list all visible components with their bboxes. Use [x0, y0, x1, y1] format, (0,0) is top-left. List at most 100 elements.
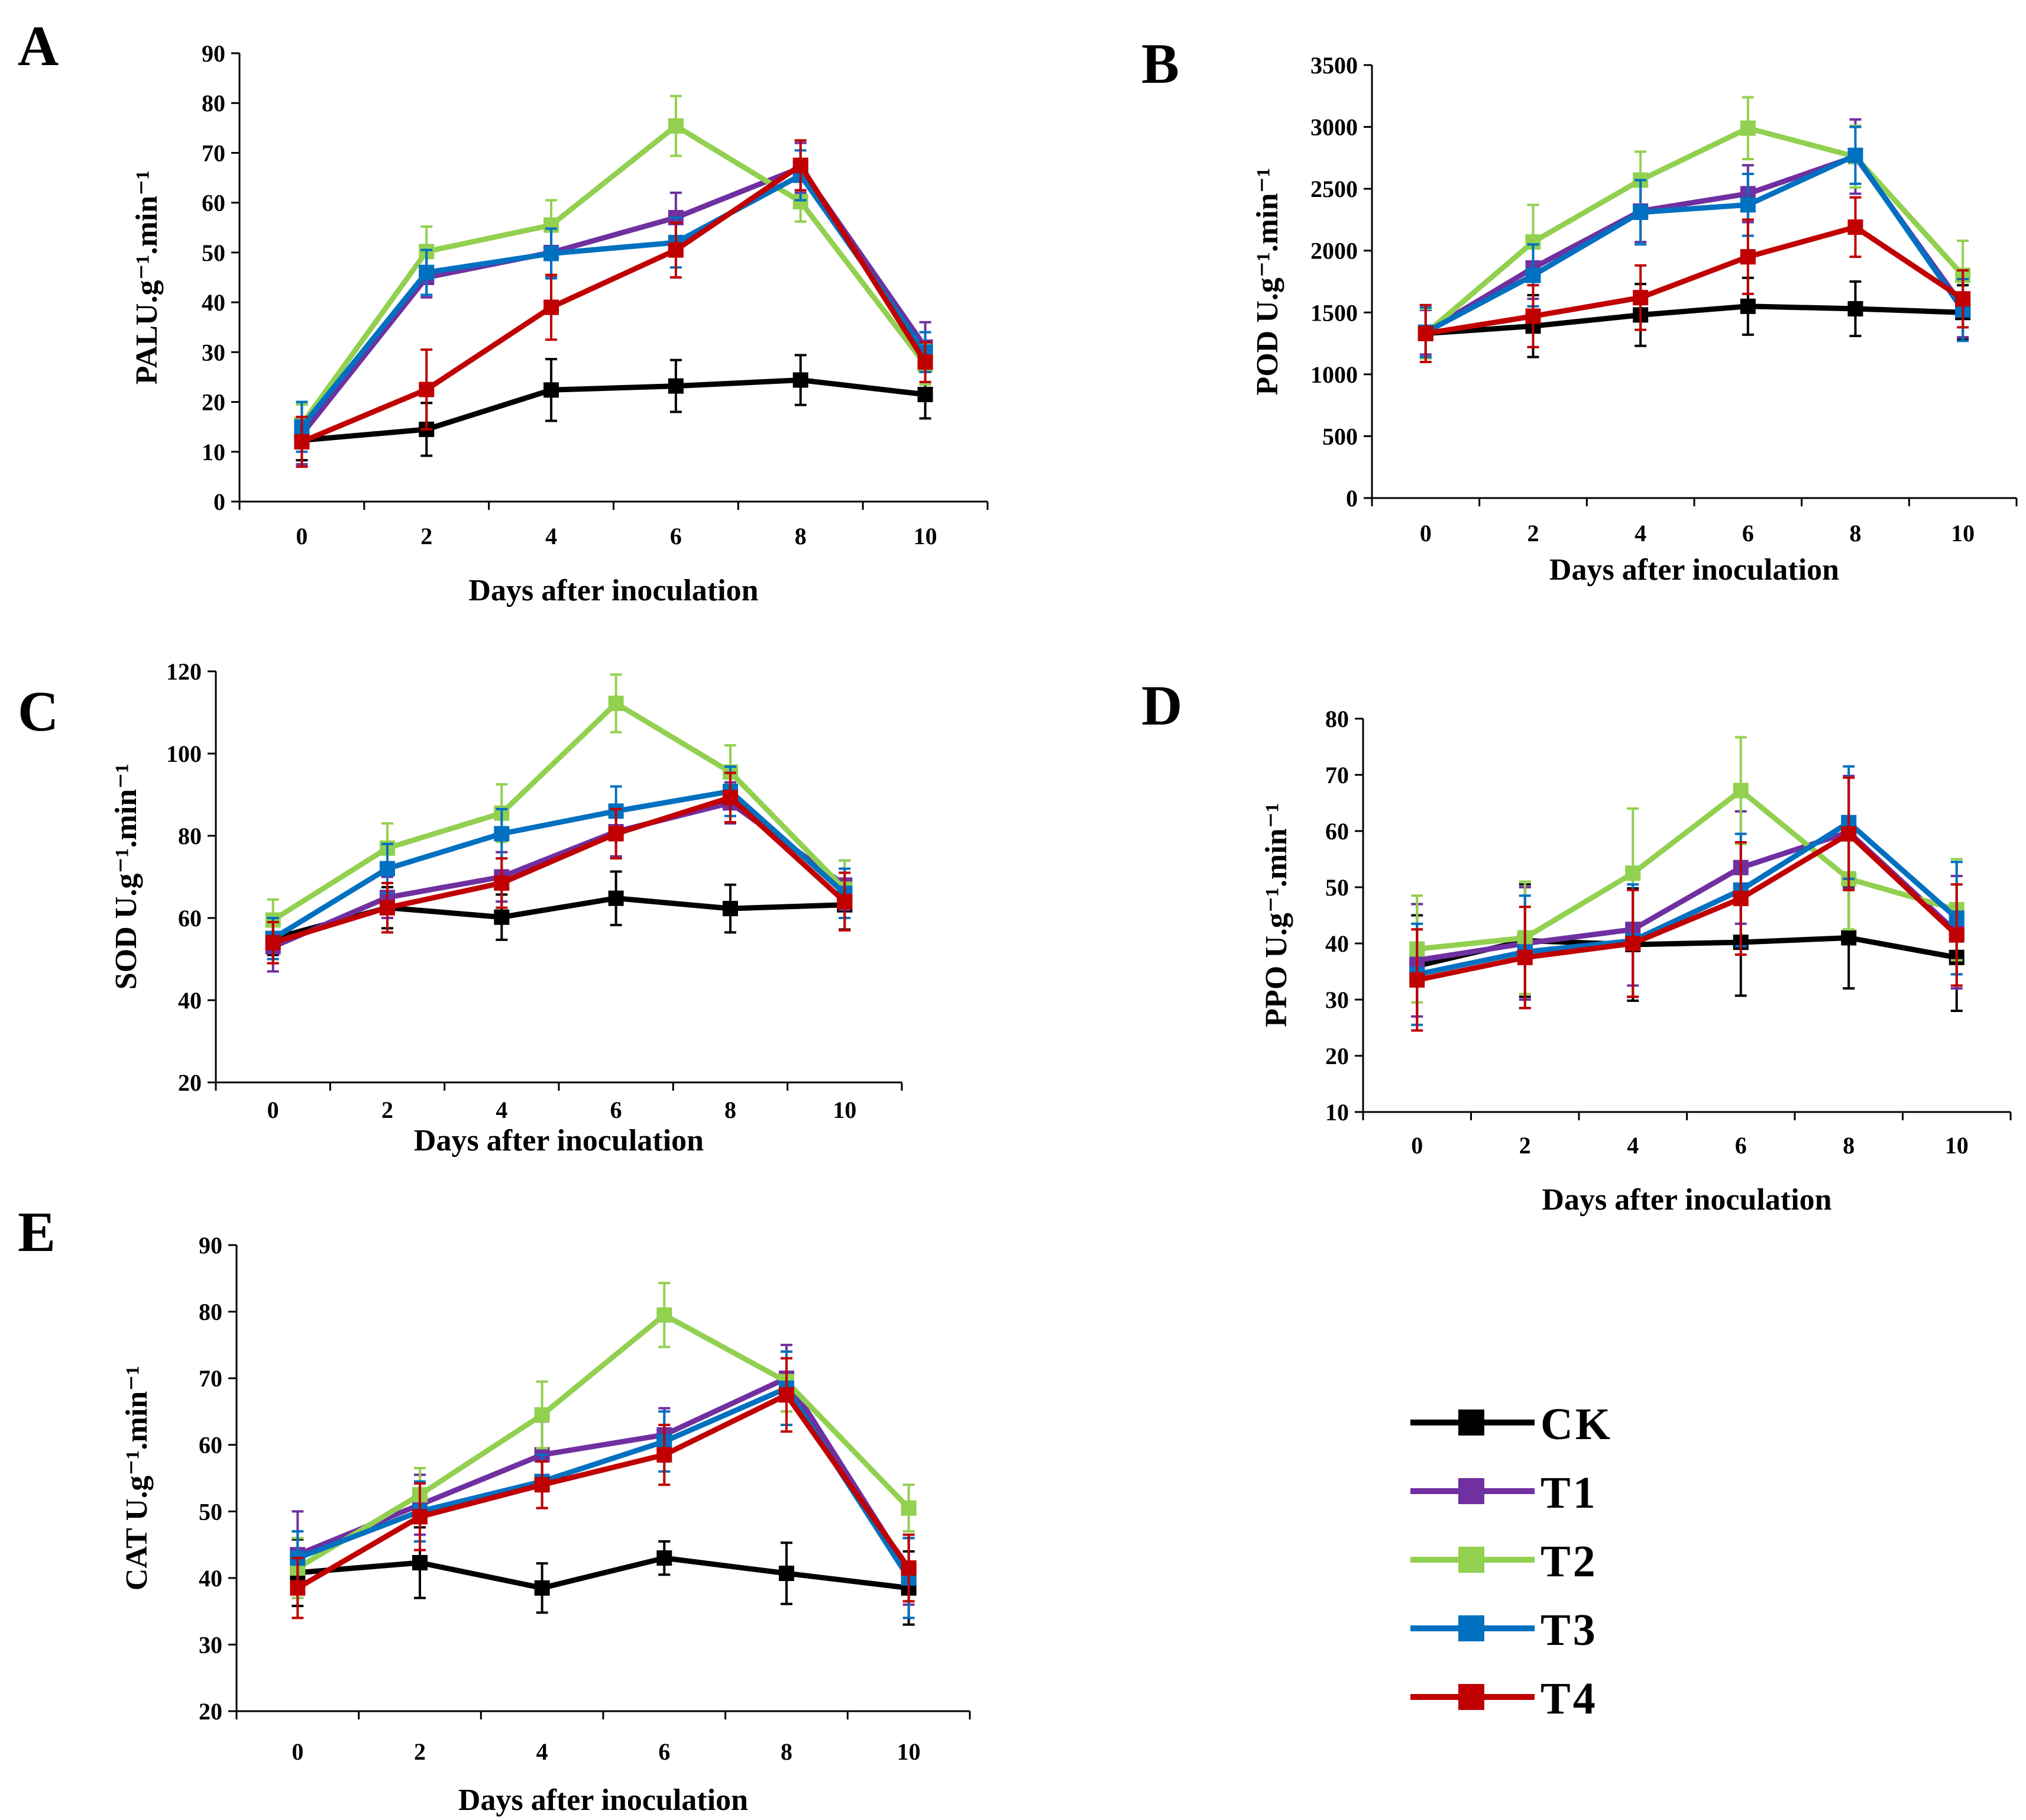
series-t1	[265, 781, 853, 973]
series-line	[272, 794, 847, 946]
y-tick-label: 50	[202, 240, 225, 266]
data-point	[1949, 927, 1964, 943]
y-tick-label: 30	[1325, 987, 1349, 1013]
y-tick-label: 2000	[1310, 238, 1358, 264]
series-t1	[1409, 774, 1964, 1018]
y-tick-label: 20	[202, 389, 225, 416]
legend-item-t3: T3	[1410, 1605, 1595, 1655]
data-point	[1733, 783, 1749, 799]
y-tick-label: 100	[166, 741, 202, 767]
series-line	[302, 377, 926, 443]
series-line	[296, 1392, 911, 1591]
x-tick-label: 8	[1850, 520, 1862, 547]
x-tick-label: 4	[1635, 520, 1646, 547]
data-point	[494, 826, 510, 842]
x-axis-label: Days after inoculation	[1542, 1183, 1831, 1217]
y-tick-label: 50	[199, 1498, 222, 1525]
series-line	[1425, 303, 1963, 337]
y-tick-label: 80	[199, 1299, 222, 1326]
data-point	[837, 894, 853, 910]
series-line	[299, 165, 928, 437]
x-tick-label: 0	[267, 1097, 279, 1123]
data-point	[543, 245, 559, 261]
y-axis-label: CAT U.g⁻¹.min⁻¹	[120, 1366, 154, 1591]
legend: CK T1 T2 T3 T4	[1410, 1399, 1610, 1724]
series-line	[1424, 153, 1965, 335]
y-tick-label: 1500	[1310, 299, 1358, 326]
series-line	[1416, 788, 1958, 952]
x-tick-label: 6	[610, 1097, 622, 1123]
legend-marker	[1458, 1547, 1484, 1573]
y-tick-label: 90	[199, 1232, 222, 1259]
legend-label: T4	[1540, 1674, 1598, 1724]
y-tick-label: 50	[1325, 874, 1349, 901]
data-point	[723, 790, 738, 806]
data-point	[412, 1509, 428, 1525]
y-tick-label: 20	[1325, 1043, 1349, 1069]
data-point	[1525, 267, 1541, 283]
series-ck	[290, 1526, 917, 1626]
y-tick-label: 0	[1346, 485, 1358, 512]
y-tick-label: 70	[1325, 762, 1349, 788]
y-tick-label: 80	[202, 90, 225, 117]
x-tick-label: 8	[1843, 1132, 1855, 1159]
y-tick-label: 70	[202, 140, 225, 166]
x-axis-label: Days after inoculation	[1549, 553, 1839, 587]
data-point	[656, 1307, 672, 1323]
y-axis-label: PALU.g⁻¹.min⁻¹	[130, 170, 164, 384]
x-tick-label: 0	[296, 523, 308, 549]
y-tick-label: 80	[178, 823, 202, 849]
series-line	[297, 1555, 910, 1591]
data-point	[534, 1407, 550, 1423]
data-point	[543, 299, 559, 315]
y-axis-label: SOD U.g⁻¹.min⁻¹	[109, 764, 143, 990]
data-point	[917, 386, 933, 402]
x-tick-label: 2	[1519, 1132, 1531, 1159]
data-point	[1733, 891, 1749, 906]
data-point	[608, 696, 624, 712]
y-tick-label: 10	[202, 439, 225, 465]
y-tick-label: 40	[1325, 930, 1349, 957]
series-line	[299, 172, 928, 429]
y-tick-label: 70	[199, 1365, 222, 1392]
y-tick-label: 3500	[1310, 52, 1358, 79]
series-line	[296, 1375, 911, 1573]
data-point	[917, 354, 933, 370]
data-point	[290, 1580, 306, 1596]
x-tick-label: 0	[1411, 1132, 1423, 1159]
series-line	[271, 700, 847, 923]
y-tick-label: 30	[199, 1631, 222, 1658]
y-tick-label: 60	[178, 905, 202, 932]
y-tick-label: 60	[202, 190, 225, 216]
data-point	[1633, 290, 1649, 306]
x-tick-label: 2	[414, 1738, 426, 1765]
data-point	[1740, 197, 1756, 213]
data-point	[380, 900, 395, 916]
x-tick-label: 4	[545, 523, 557, 549]
panel-a: A 0 10 20 30 40 50 60 70 80 90 0 2 4 6 8 10 Days after in…	[18, 14, 989, 607]
data-point	[668, 118, 684, 134]
data-point	[419, 264, 435, 280]
y-tick-label: 30	[202, 339, 225, 366]
data-point	[1633, 204, 1649, 220]
data-point	[608, 890, 624, 906]
x-tick-label: 0	[1420, 520, 1432, 547]
panel-label: B	[1141, 32, 1179, 95]
y-tick-label: 40	[199, 1565, 222, 1592]
x-tick-label: 4	[496, 1097, 507, 1123]
legend-item-t4: T4	[1410, 1674, 1598, 1724]
y-tick-label: 20	[178, 1069, 202, 1096]
x-tick-label: 6	[658, 1738, 670, 1765]
data-point	[901, 1500, 917, 1516]
data-point	[1740, 298, 1756, 314]
legend-item-t2: T2	[1410, 1537, 1595, 1586]
data-point	[1955, 291, 1971, 307]
y-tick-label: 40	[202, 289, 225, 316]
panel-e: E 20 30 40 50 60 70 80 90 0 2 4 6 8 10 Days after inocu…	[18, 1200, 971, 1817]
data-point	[1841, 826, 1857, 842]
data-point	[494, 909, 510, 925]
y-tick-label: 80	[1325, 706, 1349, 732]
y-tick-label: 2500	[1310, 176, 1358, 202]
x-tick-label: 10	[1945, 1132, 1969, 1159]
